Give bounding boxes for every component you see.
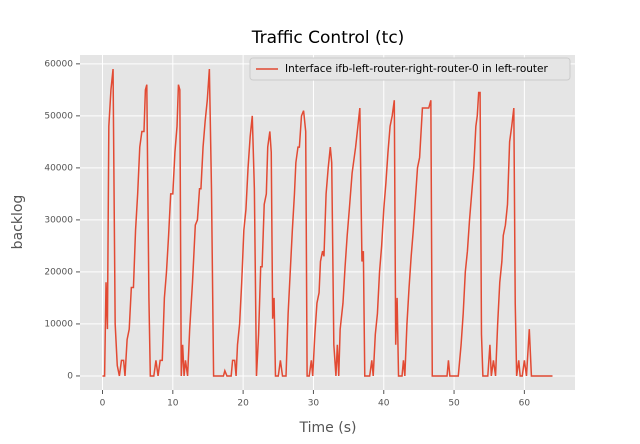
y-tick-label: 40000: [44, 163, 73, 173]
legend-label: Interface ifb-left-router-right-router-0…: [285, 63, 548, 75]
y-tick-label: 60000: [44, 59, 73, 69]
y-tick-label: 30000: [44, 215, 73, 225]
x-tick-label: 10: [167, 399, 179, 409]
x-tick-label: 30: [308, 399, 320, 409]
x-tick-label: 0: [100, 399, 106, 409]
chart-title: Traffic Control (tc): [251, 28, 405, 48]
y-tick-label: 50000: [44, 111, 73, 121]
y-axis-label: backlog: [10, 195, 26, 250]
x-tick-label: 60: [519, 399, 531, 409]
plot-area: [80, 55, 575, 390]
legend-box: [249, 57, 571, 81]
x-axis-label: Time (s): [299, 420, 357, 436]
y-tick-label: 0: [67, 371, 73, 381]
y-tick-label: 10000: [44, 319, 73, 329]
x-tick-label: 50: [448, 399, 460, 409]
x-tick-label: 20: [237, 399, 249, 409]
y-tick-label: 20000: [44, 267, 73, 277]
x-tick-label: 40: [378, 399, 390, 409]
data-line: [102, 68, 553, 377]
